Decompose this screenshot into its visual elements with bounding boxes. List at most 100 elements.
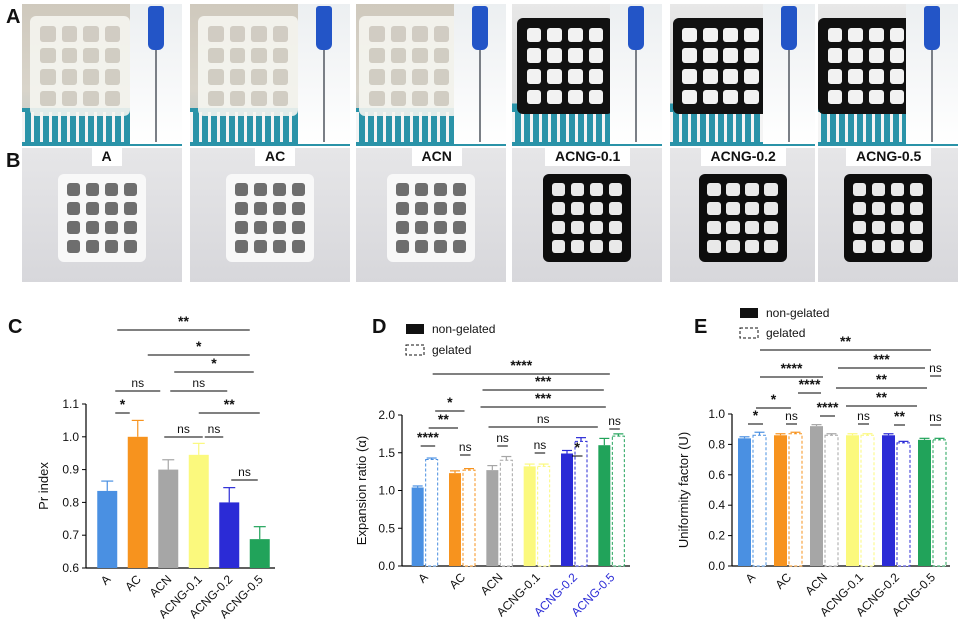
scaffold-grid bbox=[387, 174, 475, 262]
legend-label-non-gelated: non-gelated bbox=[766, 306, 829, 320]
scaffold-pore bbox=[291, 220, 306, 235]
scaffold-pore bbox=[567, 89, 583, 105]
scaffold-pore bbox=[412, 47, 428, 63]
scaffold-pore bbox=[588, 27, 604, 43]
scaffold-pore bbox=[909, 201, 924, 216]
scaffold-pore bbox=[707, 201, 721, 216]
significance-label: * bbox=[753, 407, 759, 423]
x-tick-label: ACN bbox=[802, 570, 830, 598]
significance-label: ns bbox=[608, 414, 621, 428]
bar-gelated-a bbox=[425, 459, 439, 567]
significance-label: ns bbox=[496, 431, 509, 445]
scaffold-pore bbox=[726, 182, 740, 197]
scaffold-grid bbox=[543, 174, 631, 262]
significance-label: ns bbox=[785, 409, 798, 423]
scaffold-pore bbox=[66, 220, 81, 235]
scaffold-pore bbox=[104, 239, 119, 254]
needle-inset bbox=[454, 4, 506, 144]
scaffold-pore bbox=[848, 89, 864, 105]
scaffold-pore bbox=[229, 69, 245, 85]
scaffold-pore bbox=[104, 182, 119, 197]
scaffold-pore bbox=[83, 69, 99, 85]
scaffold-pore bbox=[123, 220, 138, 235]
y-axis-label: Uniformity factor (U) bbox=[676, 432, 691, 548]
scaffold-pore bbox=[570, 239, 585, 254]
significance-label: ** bbox=[224, 396, 235, 412]
scaffold-pore bbox=[272, 26, 288, 42]
panel-letter-a: A bbox=[6, 6, 21, 28]
scaffold-pore bbox=[40, 90, 56, 106]
scaffold-pore bbox=[390, 26, 406, 42]
x-tick-label: A bbox=[743, 570, 759, 586]
bar-non-gelated-acng-0.1 bbox=[523, 466, 536, 566]
panel-letter-e: E bbox=[694, 316, 708, 338]
scaffold-pore bbox=[909, 220, 924, 235]
y-tick-label: 0.7 bbox=[62, 528, 79, 542]
needle-inset bbox=[610, 4, 662, 144]
photo-gelated-a: A bbox=[22, 148, 182, 282]
scaffold-pore bbox=[723, 89, 739, 105]
scaffold-pore bbox=[61, 69, 77, 85]
scaffold-pore bbox=[848, 27, 864, 43]
scaffold-pore bbox=[229, 90, 245, 106]
scaffold-pore bbox=[61, 26, 77, 42]
significance-label: **** bbox=[417, 429, 439, 445]
photo-printed-acng-0.2 bbox=[670, 4, 815, 146]
scaffold-pore bbox=[369, 26, 385, 42]
significance-label: ns bbox=[857, 409, 870, 423]
scaffold-pore bbox=[702, 68, 718, 84]
scaffold-pore bbox=[526, 48, 542, 64]
scaffold-pore bbox=[868, 68, 884, 84]
y-tick-label: 0.6 bbox=[708, 468, 725, 482]
scaffold-pore bbox=[414, 239, 429, 254]
significance-label: *** bbox=[535, 390, 552, 406]
scaffold-pore bbox=[66, 182, 81, 197]
scaffold-pore bbox=[272, 239, 287, 254]
bar-non-gelated-ac bbox=[449, 473, 461, 566]
scaffold-pore bbox=[40, 26, 56, 42]
scaffold-pore bbox=[868, 27, 884, 43]
scaffold-pore bbox=[726, 239, 740, 254]
scaffold-pore bbox=[452, 239, 467, 254]
photo-printed-acn bbox=[356, 4, 506, 146]
bar-gelated-acng-0.5 bbox=[932, 439, 947, 567]
bar-non-gelated-acng-0.5 bbox=[918, 439, 931, 566]
x-tick-label: A bbox=[98, 572, 114, 588]
bar-gelated-acng-0.1 bbox=[860, 434, 875, 567]
scaffold-pore bbox=[723, 48, 739, 64]
scaffold-pore bbox=[272, 69, 288, 85]
scaffold-pore bbox=[890, 220, 905, 235]
needle-inset bbox=[298, 4, 350, 144]
scaffold-pore bbox=[40, 69, 56, 85]
significance-label: ** bbox=[876, 389, 887, 405]
scaffold-pore bbox=[123, 239, 138, 254]
scaffold-pore bbox=[890, 201, 905, 216]
scaffold-pore bbox=[745, 182, 759, 197]
uniformity-factor-chart: non-gelated gelated 0.0 0.2 0.4 0.6 0.8 1.0 Unif… bbox=[676, 306, 950, 619]
panel-letter-b: B bbox=[6, 150, 21, 172]
scaffold-pore bbox=[526, 89, 542, 105]
significance-label: **** bbox=[510, 357, 532, 373]
significance-label: ns bbox=[192, 376, 205, 390]
scaffold-pore bbox=[682, 27, 697, 43]
scaffold-grid bbox=[818, 18, 914, 114]
scaffold-pore bbox=[272, 220, 287, 235]
scaffold-pore bbox=[567, 27, 583, 43]
scaffold-pore bbox=[272, 201, 287, 216]
y-tick-label: 2.0 bbox=[378, 408, 395, 422]
scaffold-pore bbox=[745, 220, 759, 235]
scaffold-pore bbox=[682, 89, 697, 105]
scaffold-pore bbox=[395, 201, 410, 216]
scaffold-pore bbox=[369, 90, 385, 106]
photo-gelated-acng-0.2: ACNG-0.2 bbox=[670, 148, 815, 282]
scaffold-pore bbox=[707, 220, 721, 235]
scaffold-pore bbox=[745, 201, 759, 216]
scaffold-pore bbox=[390, 90, 406, 106]
scaffold-pore bbox=[452, 182, 467, 197]
significance-label: ns bbox=[929, 410, 942, 424]
scaffold-pore bbox=[744, 27, 759, 43]
scaffold-pore bbox=[104, 47, 120, 63]
scaffold-pore bbox=[608, 201, 623, 216]
scaffold-pore bbox=[682, 48, 697, 64]
y-tick-label: 0.6 bbox=[62, 561, 79, 575]
